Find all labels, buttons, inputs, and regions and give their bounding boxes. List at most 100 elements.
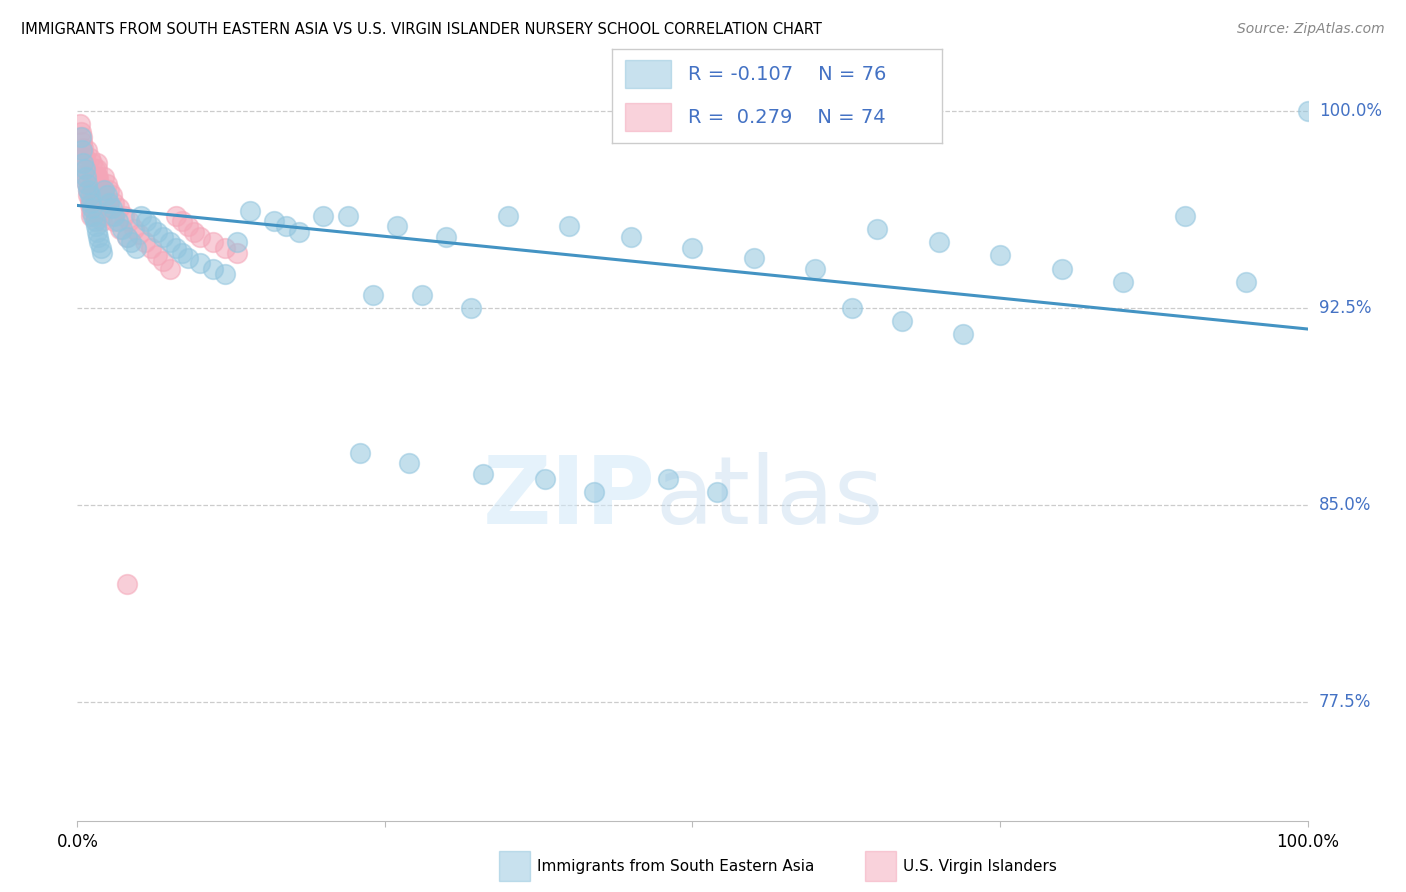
Text: 100.0%: 100.0% xyxy=(1319,102,1382,120)
Point xyxy=(84,214,107,228)
Point xyxy=(134,235,156,250)
Point xyxy=(82,188,104,202)
Point xyxy=(1174,209,1197,223)
Point xyxy=(82,201,104,215)
Point xyxy=(436,230,458,244)
Point xyxy=(804,261,827,276)
Point xyxy=(86,156,108,170)
Point xyxy=(385,219,409,234)
Point xyxy=(72,140,94,154)
Point xyxy=(73,156,96,170)
Point xyxy=(657,472,679,486)
Point xyxy=(152,230,174,244)
Point xyxy=(841,301,863,315)
Point xyxy=(80,195,103,210)
Point xyxy=(90,183,114,197)
Point xyxy=(103,195,125,210)
Point xyxy=(170,245,193,260)
FancyBboxPatch shape xyxy=(624,103,671,131)
Point xyxy=(76,178,98,192)
Point xyxy=(141,219,163,234)
Point xyxy=(146,225,169,239)
Point xyxy=(84,209,107,223)
Text: Immigrants from South Eastern Asia: Immigrants from South Eastern Asia xyxy=(537,859,814,873)
Point xyxy=(96,195,118,210)
Point xyxy=(107,214,129,228)
Point xyxy=(159,261,181,276)
Point xyxy=(1050,261,1073,276)
Point xyxy=(82,156,104,170)
Point xyxy=(93,188,115,202)
Point xyxy=(70,130,93,145)
Point xyxy=(411,288,433,302)
Point xyxy=(89,178,111,192)
Point xyxy=(952,327,974,342)
Point xyxy=(288,225,311,239)
Point xyxy=(349,445,371,459)
Point xyxy=(472,467,495,481)
Point xyxy=(112,209,135,223)
Point xyxy=(361,288,384,302)
Point xyxy=(83,193,105,207)
Point xyxy=(337,209,360,223)
Point xyxy=(79,188,101,202)
Point xyxy=(239,203,262,218)
Point xyxy=(90,245,114,260)
Point xyxy=(110,222,132,236)
Point xyxy=(682,240,704,254)
Point xyxy=(928,235,950,250)
Point xyxy=(70,136,93,150)
Point xyxy=(82,209,104,223)
Point xyxy=(87,169,110,184)
Point xyxy=(101,209,124,223)
Point xyxy=(70,143,93,157)
Point xyxy=(201,235,224,250)
Point xyxy=(89,183,111,197)
Point xyxy=(77,188,100,202)
Point xyxy=(866,222,889,236)
Point xyxy=(86,169,108,184)
Point xyxy=(101,201,124,215)
Point xyxy=(135,214,157,228)
Point xyxy=(76,172,98,186)
Point xyxy=(80,203,103,218)
Point xyxy=(90,209,114,223)
Point xyxy=(146,248,169,262)
Point xyxy=(80,209,103,223)
Point xyxy=(226,235,249,250)
Point xyxy=(86,225,108,239)
Point xyxy=(79,198,101,212)
Text: U.S. Virgin Islanders: U.S. Virgin Islanders xyxy=(903,859,1056,873)
Point xyxy=(82,178,104,192)
Point xyxy=(75,161,97,176)
Text: 77.5%: 77.5% xyxy=(1319,693,1371,711)
Point xyxy=(103,214,125,228)
Point xyxy=(84,219,107,234)
Point xyxy=(460,301,482,315)
Point xyxy=(276,219,298,234)
Point xyxy=(89,188,111,202)
Point xyxy=(263,214,285,228)
Point xyxy=(1296,103,1319,118)
Point xyxy=(82,183,104,197)
Text: 92.5%: 92.5% xyxy=(1319,299,1371,317)
Point xyxy=(73,161,96,176)
FancyBboxPatch shape xyxy=(624,61,671,88)
Point xyxy=(82,169,104,184)
Point xyxy=(620,230,643,244)
Text: ZIP: ZIP xyxy=(482,452,655,544)
Point xyxy=(70,130,93,145)
Point xyxy=(77,183,100,197)
Point xyxy=(90,201,112,215)
Point xyxy=(128,227,150,242)
Point xyxy=(98,201,121,215)
Point xyxy=(83,161,105,176)
Text: R = -0.107    N = 76: R = -0.107 N = 76 xyxy=(688,65,886,84)
Point xyxy=(122,222,145,236)
Point xyxy=(72,145,94,160)
Point xyxy=(93,183,115,197)
Point xyxy=(89,235,111,250)
Point xyxy=(1112,275,1135,289)
Point xyxy=(312,209,335,223)
Point xyxy=(188,230,212,244)
